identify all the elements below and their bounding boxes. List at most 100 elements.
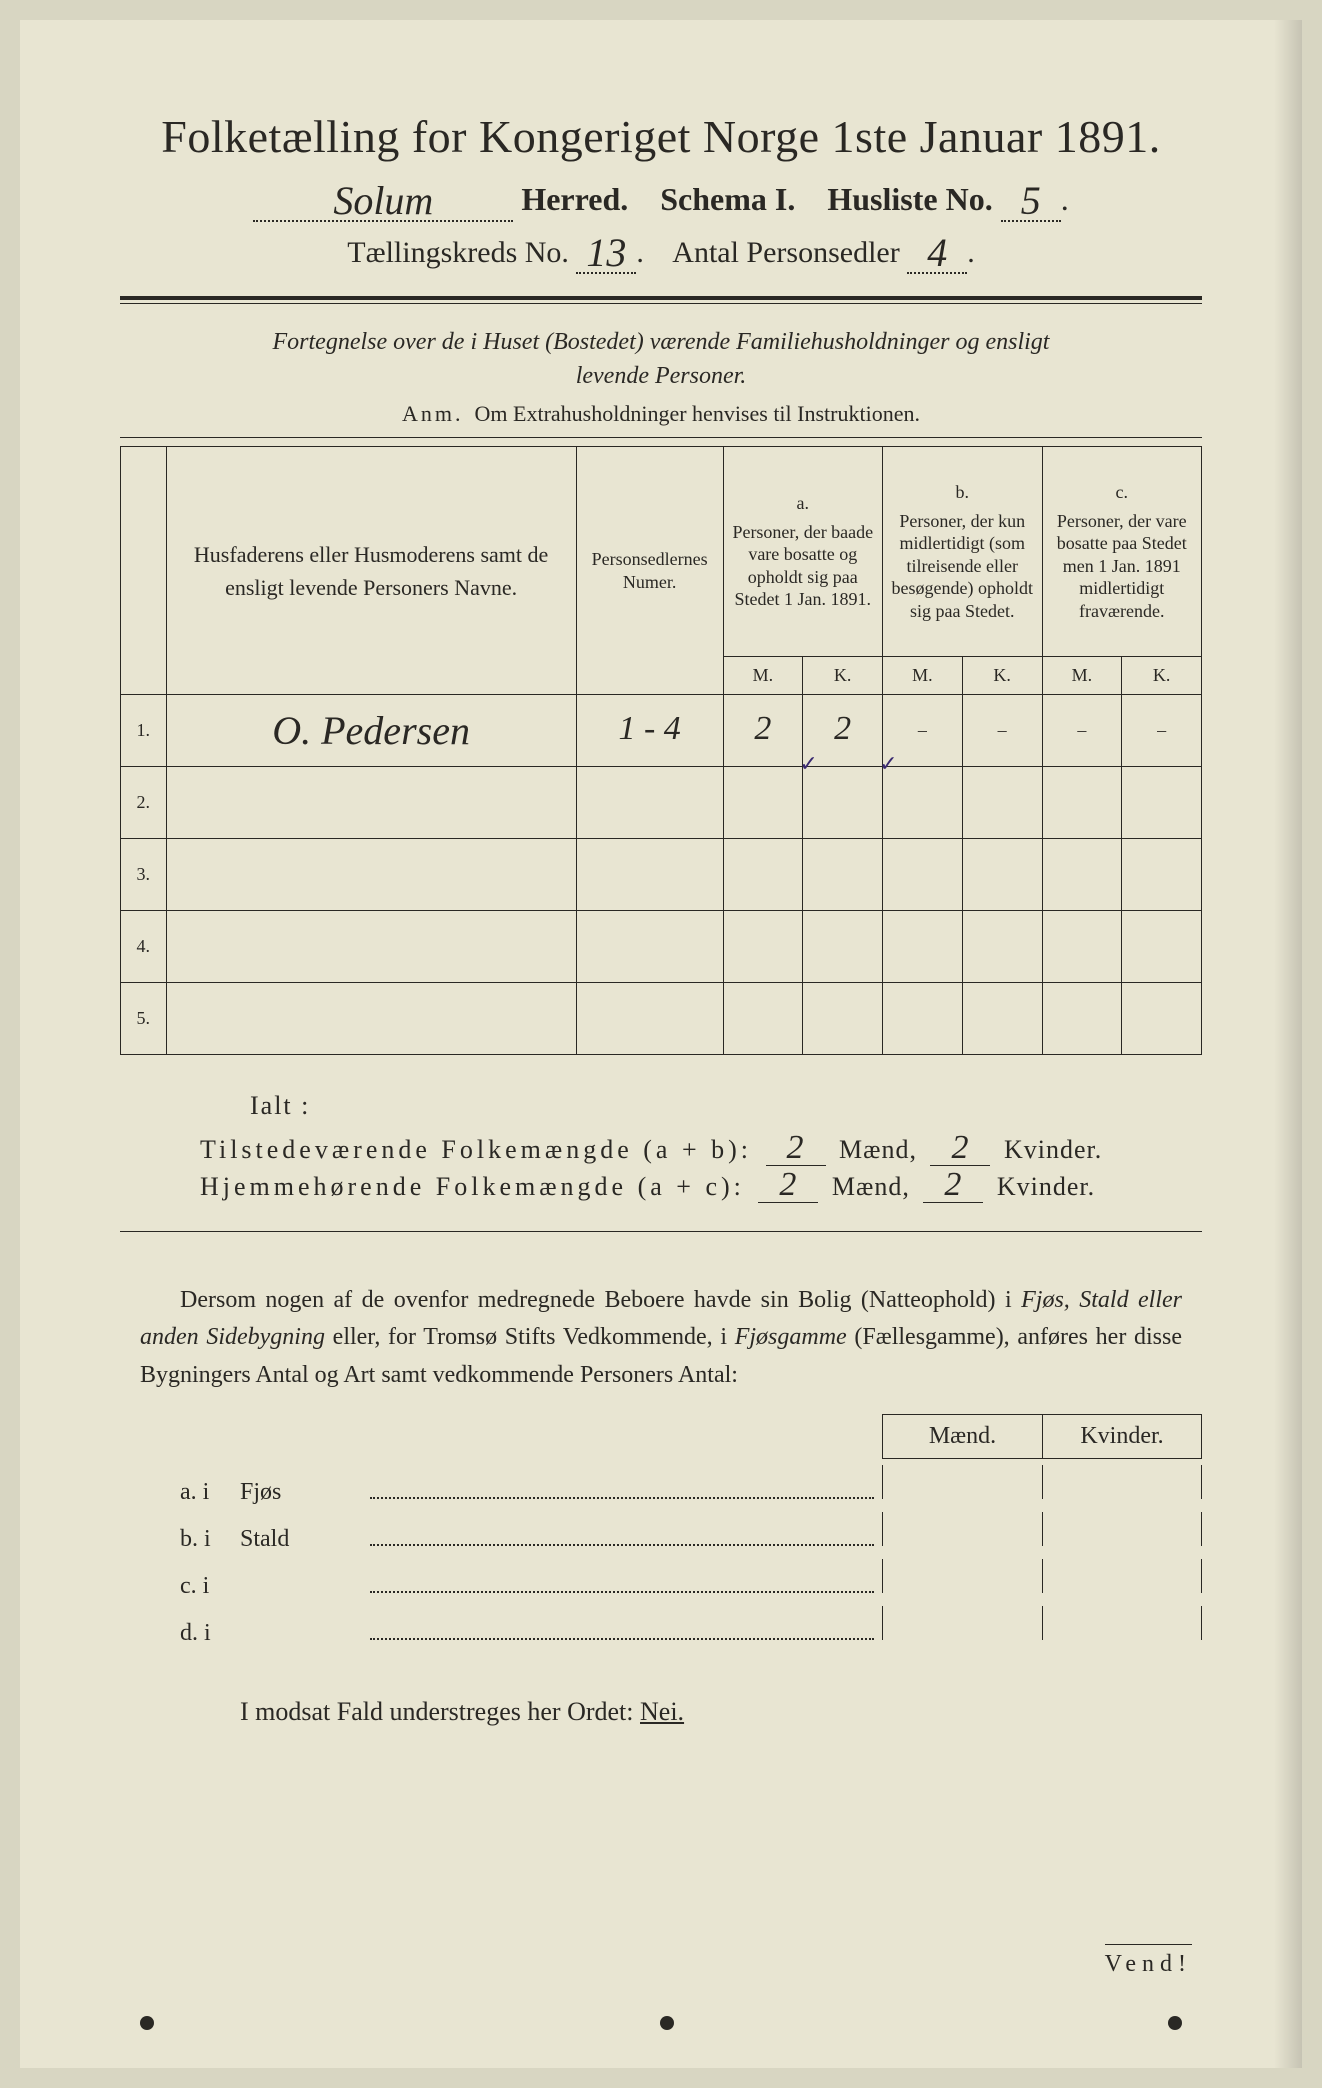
side-row: b. iStald xyxy=(180,1512,1202,1553)
punch-hole xyxy=(660,2016,674,2030)
row-pers xyxy=(576,911,723,983)
side-building-list: a. iFjøsb. iStaldc. id. i xyxy=(180,1465,1202,1647)
anm-text: Om Extrahusholdninger henvises til Instr… xyxy=(475,401,920,426)
page-title: Folketælling for Kongeriget Norge 1ste J… xyxy=(120,110,1202,163)
row-b-m xyxy=(883,767,963,839)
table-row: 2. xyxy=(121,767,1202,839)
mk-header-row: Mænd. Kvinder. xyxy=(120,1414,1202,1459)
subtitle: Fortegnelse over de i Huset (Bostedet) v… xyxy=(160,326,1162,393)
side-cell-m xyxy=(882,1465,1042,1499)
anm-line: Anm. Om Extrahusholdninger henvises til … xyxy=(120,401,1202,427)
sidebuilding-paragraph: Dersom nogen af de ovenfor medregnede Be… xyxy=(140,1282,1182,1394)
table-row: 3. xyxy=(121,839,1202,911)
herred-label: Herred. xyxy=(521,181,628,217)
row-b-m xyxy=(883,839,963,911)
side-txt: Fjøs xyxy=(240,1479,370,1506)
mk-maend: Mænd. xyxy=(882,1414,1042,1459)
maend-label: Mænd, xyxy=(839,1135,917,1164)
side-lbl: c. i xyxy=(180,1573,240,1600)
row-num: 2. xyxy=(121,767,167,839)
household-table: Husfaderens eller Husmoderens samt de en… xyxy=(120,446,1202,1055)
sum2-label: Hjemmehørende Folkemængde (a + c): xyxy=(200,1172,745,1201)
col-rownum xyxy=(121,447,167,695)
row-b-k xyxy=(962,839,1042,911)
side-lbl: a. i xyxy=(180,1479,240,1506)
dots xyxy=(370,1638,874,1640)
sum1-m: 2 xyxy=(787,1129,805,1166)
row-b-k: – xyxy=(962,695,1042,767)
row-pers xyxy=(576,839,723,911)
row-a-k: 2✓ xyxy=(803,695,883,767)
row-name xyxy=(166,983,576,1055)
row-c-k xyxy=(1122,839,1202,911)
row-b-k xyxy=(962,767,1042,839)
divider-thin xyxy=(120,437,1202,438)
col-pers-header: Personsedlernes Numer. xyxy=(576,447,723,695)
side-cell-k xyxy=(1042,1606,1202,1640)
antal-label: Antal Personsedler xyxy=(672,236,899,269)
header-line-3: Tællingskreds No. 13. Antal Personsedler… xyxy=(120,236,1202,274)
row-c-m xyxy=(1042,767,1122,839)
sum-line-1: Tilstedeværende Folkemængde (a + b): 2 M… xyxy=(200,1135,1202,1166)
row-a-k xyxy=(803,839,883,911)
row-b-k xyxy=(962,911,1042,983)
row-num: 3. xyxy=(121,839,167,911)
row-name xyxy=(166,911,576,983)
subtitle-line-2: levende Personer. xyxy=(576,363,747,389)
row-b-m xyxy=(883,911,963,983)
header-line-2: Solum Herred. Schema I. Husliste No. 5. xyxy=(120,181,1202,222)
punch-hole xyxy=(140,2016,154,2030)
side-row: a. iFjøs xyxy=(180,1465,1202,1506)
row-b-m xyxy=(883,983,963,1055)
side-cell-k xyxy=(1042,1465,1202,1499)
col-name-header: Husfaderens eller Husmoderens samt de en… xyxy=(166,447,576,695)
divider xyxy=(120,296,1202,304)
kvinder-label: Kvinder. xyxy=(1004,1135,1102,1164)
side-lbl: b. i xyxy=(180,1526,240,1553)
row-c-m xyxy=(1042,839,1122,911)
table-row: 1.O. Pedersen1 - 42✓2✓–––– xyxy=(121,695,1202,767)
dots xyxy=(370,1591,874,1593)
side-cell-m xyxy=(882,1512,1042,1546)
sum2-k: 2 xyxy=(944,1166,962,1203)
page-shadow xyxy=(1274,20,1302,2068)
punch-hole xyxy=(1168,2016,1182,2030)
subtitle-line-1: Fortegnelse over de i Huset (Bostedet) v… xyxy=(273,329,1050,355)
row-c-m: – xyxy=(1042,695,1122,767)
row-a-m xyxy=(723,839,803,911)
dots xyxy=(370,1544,874,1546)
dots xyxy=(370,1497,874,1499)
antal-value: 4 xyxy=(927,230,947,275)
sum-line-2: Hjemmehørende Folkemængde (a + c): 2 Mæn… xyxy=(200,1172,1202,1203)
husliste-label: Husliste No. xyxy=(827,181,992,217)
sum1-label: Tilstedeværende Folkemængde (a + b): xyxy=(200,1135,752,1164)
col-b-m: M. xyxy=(883,657,963,695)
row-a-m: 2✓ xyxy=(723,695,803,767)
side-lbl: d. i xyxy=(180,1620,240,1647)
row-pers xyxy=(576,767,723,839)
sum2-m: 2 xyxy=(779,1166,797,1203)
row-pers: 1 - 4 xyxy=(576,695,723,767)
row-a-k xyxy=(803,983,883,1055)
ialt-label: Ialt : xyxy=(250,1091,1202,1121)
side-txt: Stald xyxy=(240,1526,370,1553)
schema-label: Schema I. xyxy=(660,181,795,217)
row-a-k xyxy=(803,767,883,839)
row-b-m: – xyxy=(883,695,963,767)
kreds-value: 13 xyxy=(586,230,626,275)
row-a-m xyxy=(723,983,803,1055)
husliste-value: 5 xyxy=(1021,178,1041,223)
maend-label-2: Mænd, xyxy=(832,1172,910,1201)
row-num: 5. xyxy=(121,983,167,1055)
modsat-line: I modsat Fald understreges her Ordet: Ne… xyxy=(240,1697,1202,1727)
row-c-m xyxy=(1042,983,1122,1055)
row-name xyxy=(166,839,576,911)
nei-word: Nei. xyxy=(640,1697,684,1726)
kvinder-label-2: Kvinder. xyxy=(997,1172,1095,1201)
mk-kvinder: Kvinder. xyxy=(1042,1414,1202,1459)
sum1-k: 2 xyxy=(951,1129,969,1166)
vend-label: Vend! xyxy=(1105,1944,1192,1978)
row-a-m xyxy=(723,767,803,839)
side-row: c. i xyxy=(180,1559,1202,1600)
row-c-k xyxy=(1122,911,1202,983)
